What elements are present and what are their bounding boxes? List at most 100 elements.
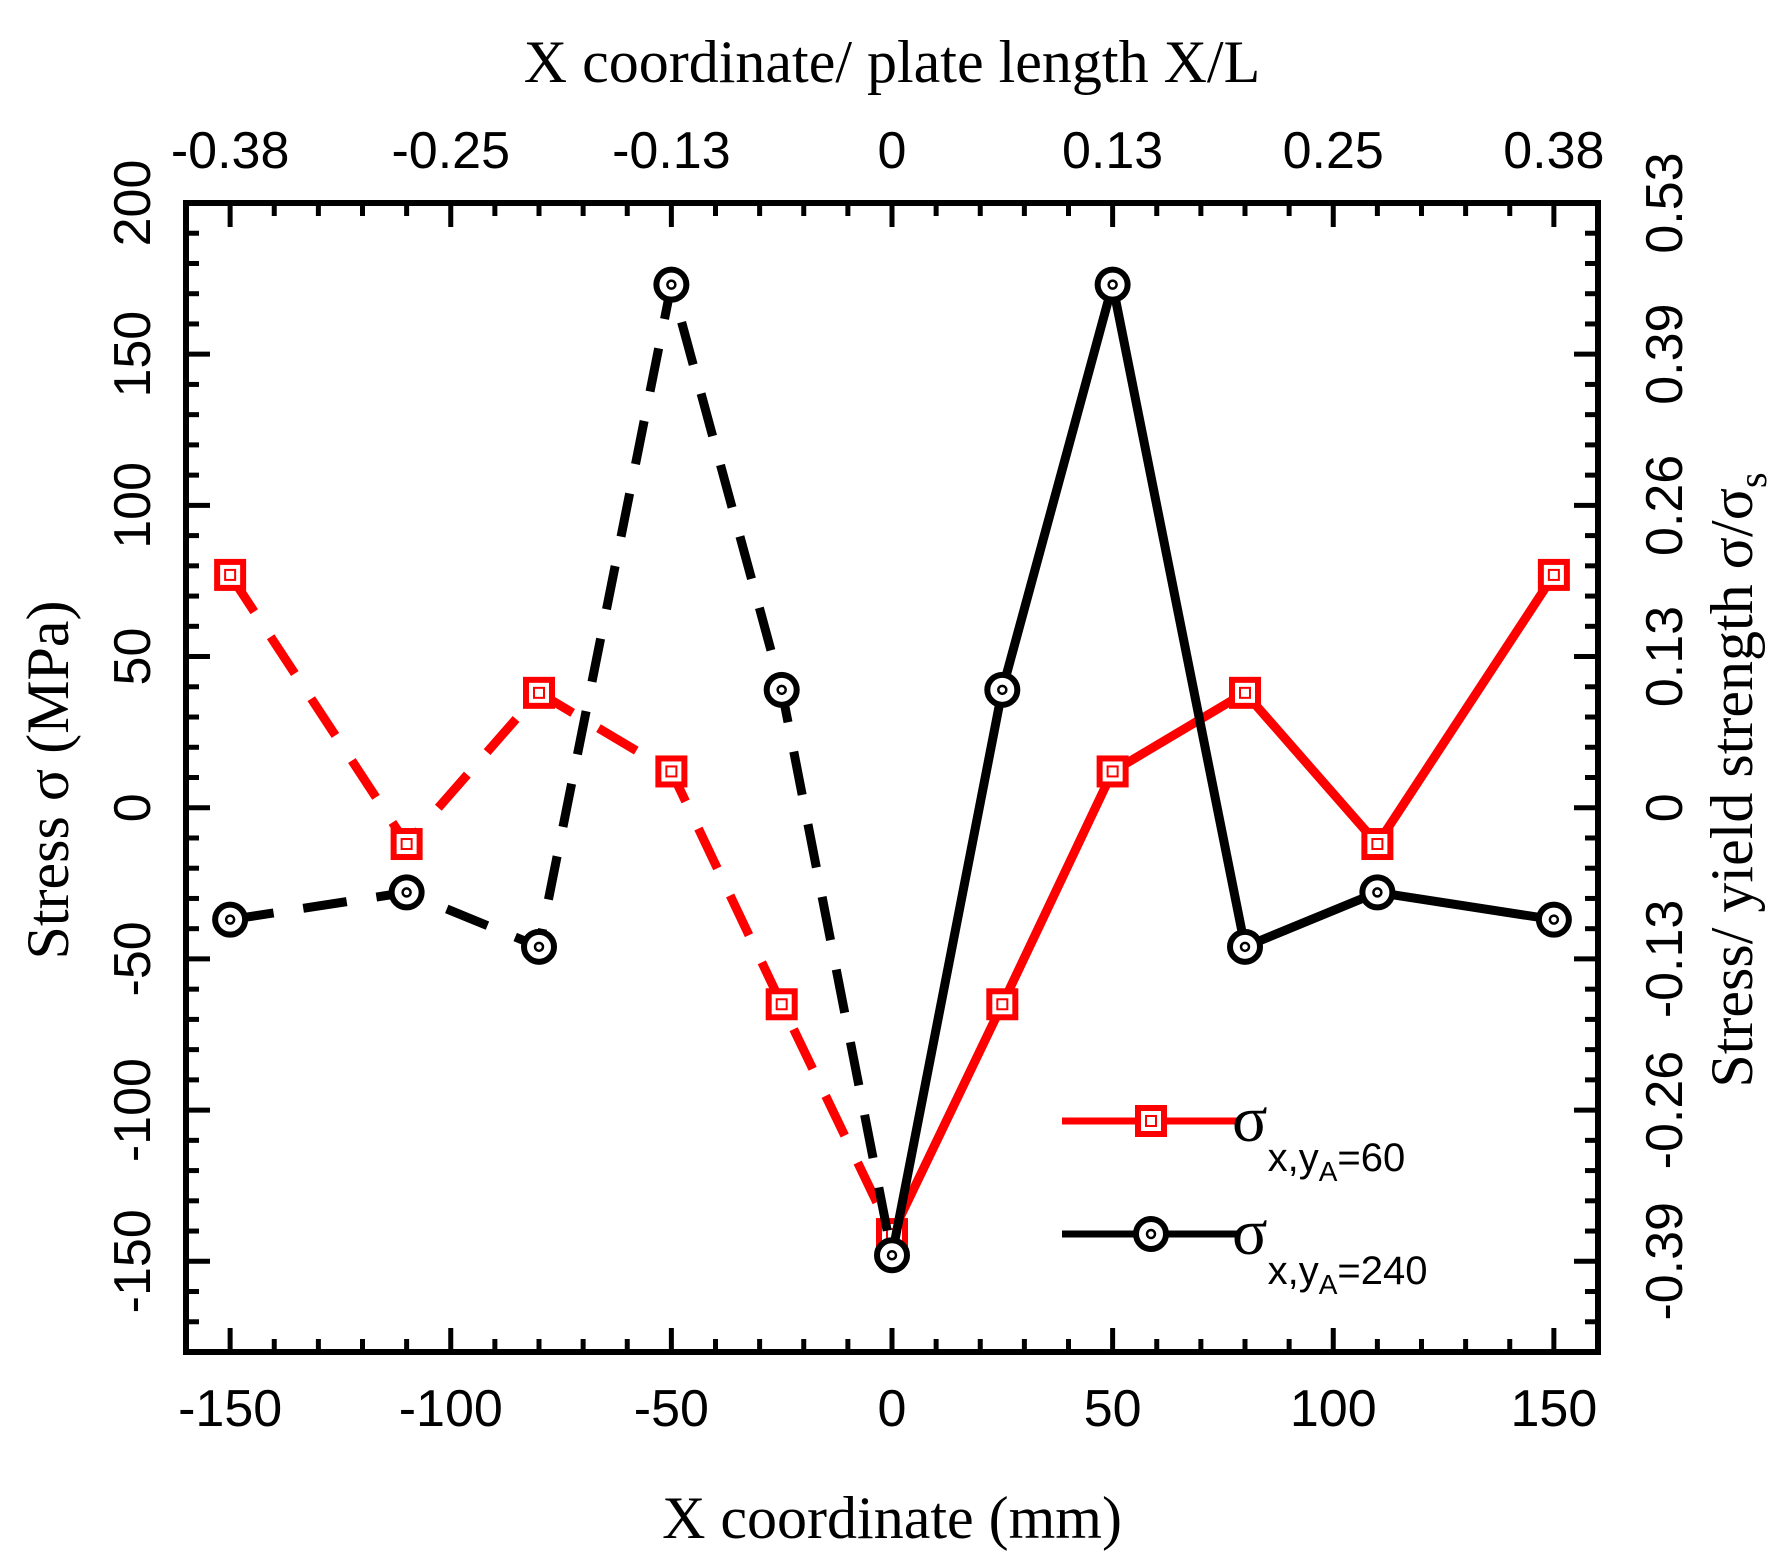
right-tick-label: 0.39 (1636, 304, 1694, 405)
series-2-point (1359, 874, 1396, 911)
legend-label-series-2-sub: x,y (1268, 1249, 1319, 1293)
legend-marker-series-1 (1135, 1105, 1167, 1137)
series-2-point-center (997, 684, 1008, 696)
right-axis-title: Stress/ yield strength σ/σs (1699, 472, 1775, 1087)
series-1-point-center (996, 998, 1009, 1011)
top-tick-label: 0.38 (1503, 122, 1604, 180)
series-1-point-center (665, 765, 678, 778)
series-2-point-center (224, 914, 236, 925)
series-2-point-center (1372, 887, 1383, 898)
legend-label-series-2: σx,yA=240 (1232, 1196, 1428, 1300)
y-tick-label: 50 (104, 628, 162, 686)
x-tick-label: 100 (1290, 1380, 1377, 1438)
x-axis-title: X coordinate (mm) (662, 1485, 1122, 1551)
top-tick-label: 0.25 (1283, 122, 1384, 180)
series-2-solid-line (887, 280, 1555, 1257)
legend-label-series-1: σx,yA=60 (1232, 1083, 1405, 1187)
series-1-point (1229, 676, 1261, 709)
series-2-point-center (776, 684, 787, 696)
x-tick-label: -100 (399, 1380, 503, 1438)
right-tick-label: 0 (1636, 793, 1694, 822)
right-tick-label: -0.26 (1636, 1051, 1694, 1170)
series-2-point-center (886, 1249, 898, 1261)
series-2-point (874, 1237, 910, 1274)
series-1-point-center (1547, 568, 1560, 581)
plot-frame (183, 200, 1601, 1355)
series-1-point (523, 676, 555, 709)
right-tick-label: 0.26 (1636, 455, 1694, 556)
x-tick-label: 50 (1084, 1380, 1142, 1438)
legend-label-series-1-tail: =60 (1337, 1136, 1405, 1180)
series-2-point (212, 901, 249, 938)
legend-marker-dot-series-1 (1145, 1115, 1157, 1127)
y-axis-title: Stress σ (MPa) (15, 600, 81, 959)
x-tick-label: -150 (178, 1380, 282, 1438)
series-1-point-center (1106, 765, 1119, 778)
y-tick-label: -150 (104, 1209, 162, 1313)
series-1-point-center (775, 998, 788, 1011)
right-axis-title-main: Stress/ yield strength σ/σ (1699, 488, 1765, 1088)
legend-label-series-1-sub: x,y (1268, 1136, 1319, 1180)
legend-entry-series-2: σx,yA=240 (1062, 1196, 1428, 1300)
series-2-point (1535, 901, 1572, 938)
y-tick-label: 100 (104, 462, 162, 549)
series-1-point (1096, 755, 1129, 788)
legend: σx,yA=60 σx,yA=240 (1062, 1083, 1428, 1300)
right-tick-label: 0.53 (1636, 152, 1694, 253)
legend-label-series-2-main: σ (1232, 1196, 1268, 1269)
series-1-dashed-line (226, 572, 897, 1237)
series-2-point (763, 671, 800, 708)
tick-label-layer: -150 -100 -50 0 50 100 150 -0.38 -0.25 -0.13 0 0.13… (104, 122, 1694, 1438)
series-2-point-center (401, 887, 412, 898)
top-tick-label: 0 (878, 122, 907, 180)
legend-marker-dot-series-2 (1145, 1228, 1157, 1240)
series-1-point (986, 988, 1019, 1021)
legend-label-series-1-main: σ (1232, 1083, 1268, 1156)
top-tick-label: -0.25 (391, 122, 510, 180)
series-2-dashed-line (229, 280, 897, 1257)
top-tick-label: 0.13 (1062, 122, 1163, 180)
legend-entry-series-1: σx,yA=60 (1062, 1083, 1405, 1187)
y-tick-label: -100 (104, 1058, 162, 1162)
y-tick-label: 0 (104, 793, 162, 822)
y-tick-label: 200 (104, 160, 162, 247)
series-1-point (765, 988, 798, 1021)
x-tick-label: 150 (1510, 1380, 1597, 1438)
y-tick-label: 150 (104, 311, 162, 398)
series-1-point-center (1239, 686, 1251, 699)
series-2-point (388, 874, 425, 911)
x-tick-label: 0 (878, 1380, 907, 1438)
right-tick-label: -0.13 (1636, 900, 1694, 1019)
series-1-point (1361, 828, 1394, 861)
series-2-point-center (666, 279, 677, 290)
series-2-point-center (1107, 279, 1118, 290)
series-2-point (1094, 266, 1131, 303)
top-tick-label: -0.13 (612, 122, 731, 180)
series-1-point-center (224, 568, 237, 581)
series-2-point-center (533, 941, 545, 953)
series-1-point-center (400, 838, 413, 851)
legend-marker-series-2 (1133, 1216, 1169, 1252)
series-1-solid-line (887, 572, 1558, 1237)
series-2-point-center (1239, 941, 1251, 953)
series-layer (212, 266, 1572, 1274)
y-tick-label: -50 (104, 921, 162, 996)
x-tick-label: -50 (634, 1380, 709, 1438)
series-2-point (521, 928, 557, 965)
right-tick-label: -0.39 (1636, 1202, 1694, 1321)
top-axis-title: X coordinate/ plate length X/L (524, 29, 1260, 95)
series-1-point (390, 828, 423, 861)
series-2-point (1227, 928, 1263, 965)
top-tick-label: -0.38 (171, 122, 290, 180)
right-tick-label: 0.13 (1636, 606, 1694, 707)
series-1-point-center (533, 686, 545, 699)
series-2-point (653, 266, 690, 303)
series-2-point-center (1548, 914, 1560, 925)
series-1-point (214, 558, 247, 591)
legend-label-series-1-subsub: A (1319, 1156, 1338, 1187)
legend-label-series-2-tail: =240 (1337, 1249, 1427, 1293)
right-axis-title-sub: s (1730, 472, 1775, 488)
series-2-point (984, 671, 1021, 708)
series-1-point-center (1371, 838, 1384, 851)
